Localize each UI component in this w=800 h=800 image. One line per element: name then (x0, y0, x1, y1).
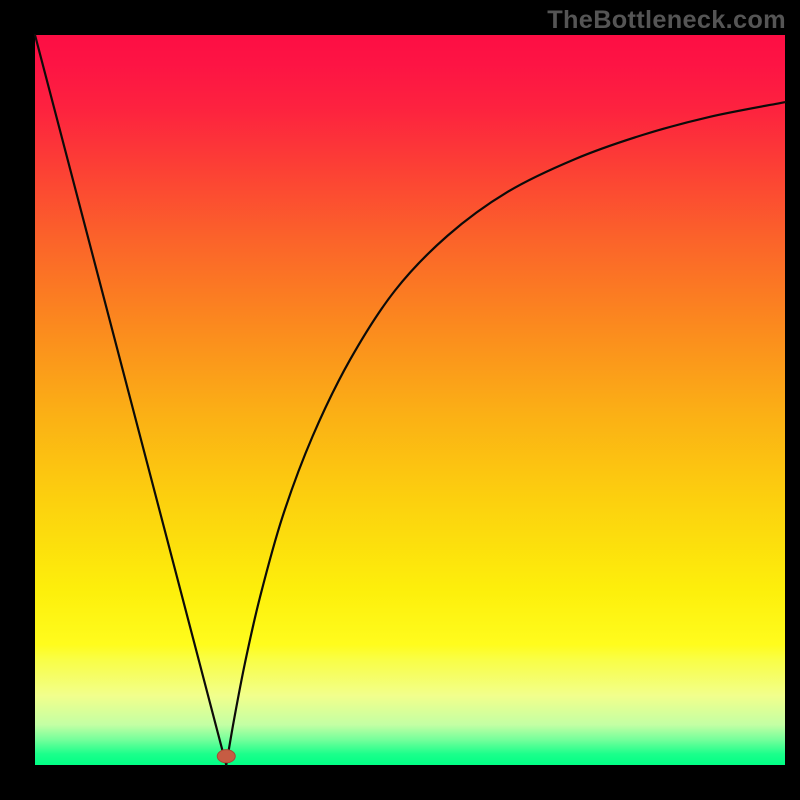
chart-container: TheBottleneck.com (0, 0, 800, 800)
plot-background (35, 35, 785, 765)
watermark-text: TheBottleneck.com (547, 6, 786, 35)
minimum-marker (217, 750, 235, 763)
bottleneck-chart (0, 0, 800, 800)
